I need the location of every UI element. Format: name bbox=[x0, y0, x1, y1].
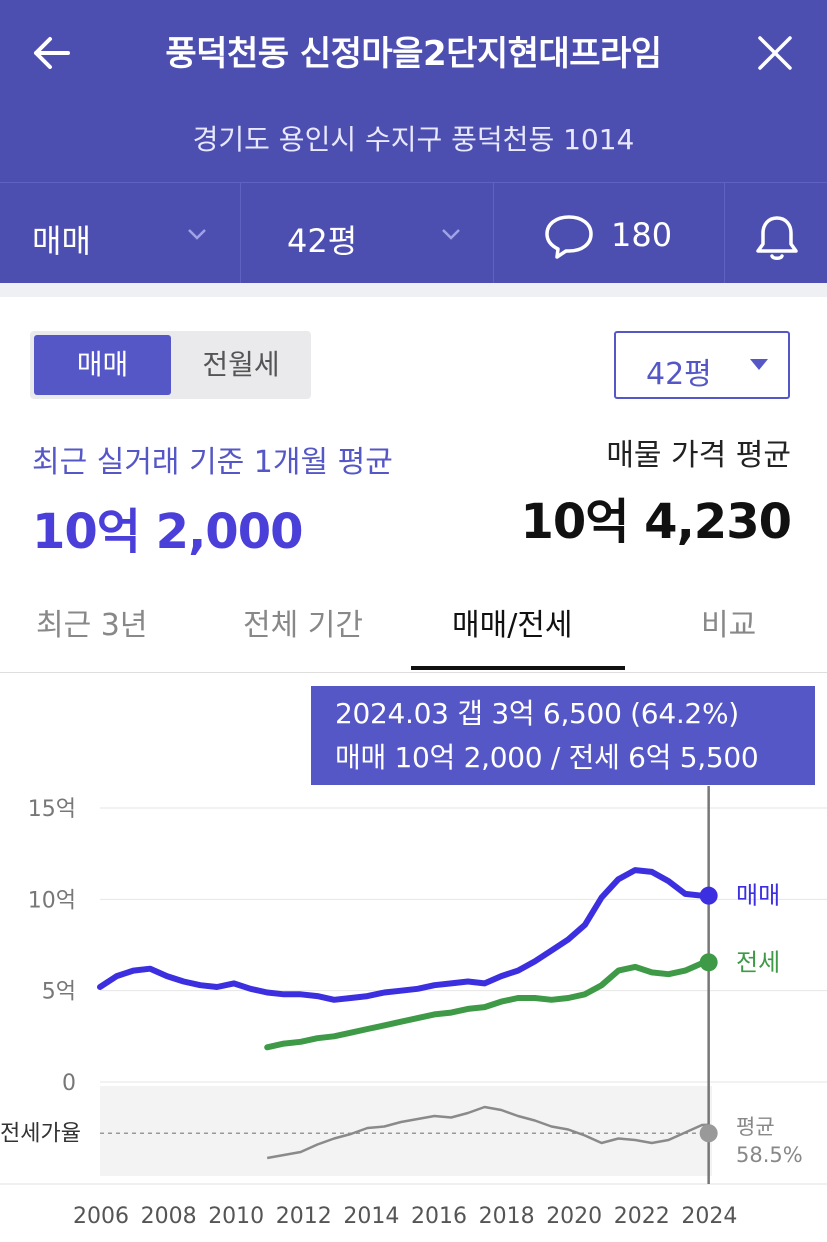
tooltip-gap-line: 2024.03 갭 3억 6,500 (64.2%) bbox=[335, 697, 739, 730]
jeonse-series-line bbox=[264, 959, 712, 1051]
tab-recent-3y[interactable]: 최근 3년 bbox=[36, 608, 148, 643]
x-tick-label: 2006 bbox=[73, 1204, 129, 1229]
close-icon[interactable] bbox=[752, 30, 798, 76]
section-divider bbox=[0, 283, 827, 297]
filter-bar: 매매 42평 180 bbox=[0, 182, 827, 284]
app-header: 풍덕천동 신정마을2단지현대프라임 경기도 용인시 수지구 풍덕천동 1014 … bbox=[0, 0, 827, 284]
deal-type-label: 매매 bbox=[32, 222, 91, 260]
deal-type-dropdown[interactable]: 매매 bbox=[0, 183, 241, 284]
size-select-value: 42평 bbox=[646, 357, 712, 392]
size-label: 42평 bbox=[287, 222, 358, 260]
tab-all-period[interactable]: 전체 기간 bbox=[243, 608, 363, 643]
period-tabs: 최근 3년 전체 기간 매매/전세 비교 bbox=[0, 572, 827, 673]
page-title: 풍덕천동 신정마을2단지현대프라임 bbox=[165, 34, 662, 74]
x-tick-label: 2018 bbox=[479, 1204, 535, 1229]
segment-rent[interactable]: 전월세 bbox=[202, 348, 280, 381]
caret-down-icon bbox=[750, 359, 768, 370]
recent-trade-price: 10억 2,000 bbox=[32, 504, 303, 560]
x-tick-label: 2024 bbox=[681, 1204, 737, 1229]
segment-sale[interactable]: 매매 bbox=[34, 335, 171, 395]
deal-segment-control: 매매 전월세 bbox=[30, 331, 311, 399]
chart-tooltip: 2024.03 갭 3억 6,500 (64.2%) 매매 10억 2,000 … bbox=[311, 686, 815, 785]
x-tick-label: 2014 bbox=[343, 1204, 399, 1229]
active-tab-indicator bbox=[411, 666, 625, 670]
average-value: 58.5% bbox=[736, 1143, 803, 1167]
size-select[interactable]: 42평 bbox=[614, 331, 790, 399]
ratio-panel-label: 전세가율 bbox=[0, 1121, 81, 1146]
chevron-down-icon bbox=[188, 229, 206, 240]
ratio-series-line bbox=[266, 1105, 709, 1160]
y-tick-label: 0 bbox=[62, 1071, 76, 1096]
comment-bubble-icon bbox=[545, 215, 593, 259]
sale-series-line bbox=[97, 867, 712, 1003]
tab-sale-jeonse[interactable]: 매매/전세 bbox=[452, 608, 573, 643]
bell-icon[interactable] bbox=[752, 213, 802, 263]
tooltip-price-line: 매매 10억 2,000 / 전세 6억 5,500 bbox=[335, 741, 759, 774]
y-tick-label: 10억 bbox=[28, 888, 76, 913]
listing-average-price: 10억 4,230 bbox=[520, 494, 792, 550]
size-dropdown[interactable]: 42평 bbox=[241, 183, 494, 284]
x-tick-label: 2016 bbox=[411, 1204, 467, 1229]
y-tick-label: 15억 bbox=[28, 797, 76, 822]
comment-count: 180 bbox=[611, 216, 673, 254]
ratio-endpoint-marker bbox=[699, 1124, 718, 1143]
back-arrow-icon[interactable] bbox=[28, 30, 74, 76]
recent-trade-label: 최근 실거래 기준 1개월 평균 bbox=[32, 445, 393, 480]
x-tick-label: 2012 bbox=[276, 1204, 332, 1229]
listing-average-label: 매물 가격 평균 bbox=[606, 438, 791, 473]
y-tick-label: 5억 bbox=[42, 980, 76, 1005]
jeonse-series-label: 전세 bbox=[736, 948, 780, 976]
x-tick-label: 2020 bbox=[546, 1204, 602, 1229]
comments-button[interactable]: 180 bbox=[494, 183, 725, 284]
jeonse-endpoint-marker bbox=[699, 953, 718, 972]
sale-endpoint-marker bbox=[699, 886, 718, 905]
x-tick-label: 2022 bbox=[614, 1204, 670, 1229]
sale-series-label: 매매 bbox=[736, 882, 780, 910]
chevron-down-icon bbox=[442, 229, 460, 240]
x-tick-label: 2008 bbox=[141, 1204, 197, 1229]
ratio-panel-background bbox=[100, 1086, 712, 1176]
x-tick-label: 2010 bbox=[208, 1204, 264, 1229]
average-label: 평균 bbox=[736, 1115, 775, 1139]
tab-compare[interactable]: 비교 bbox=[701, 608, 757, 643]
address-text: 경기도 용인시 수지구 풍덕천동 1014 bbox=[192, 123, 635, 156]
